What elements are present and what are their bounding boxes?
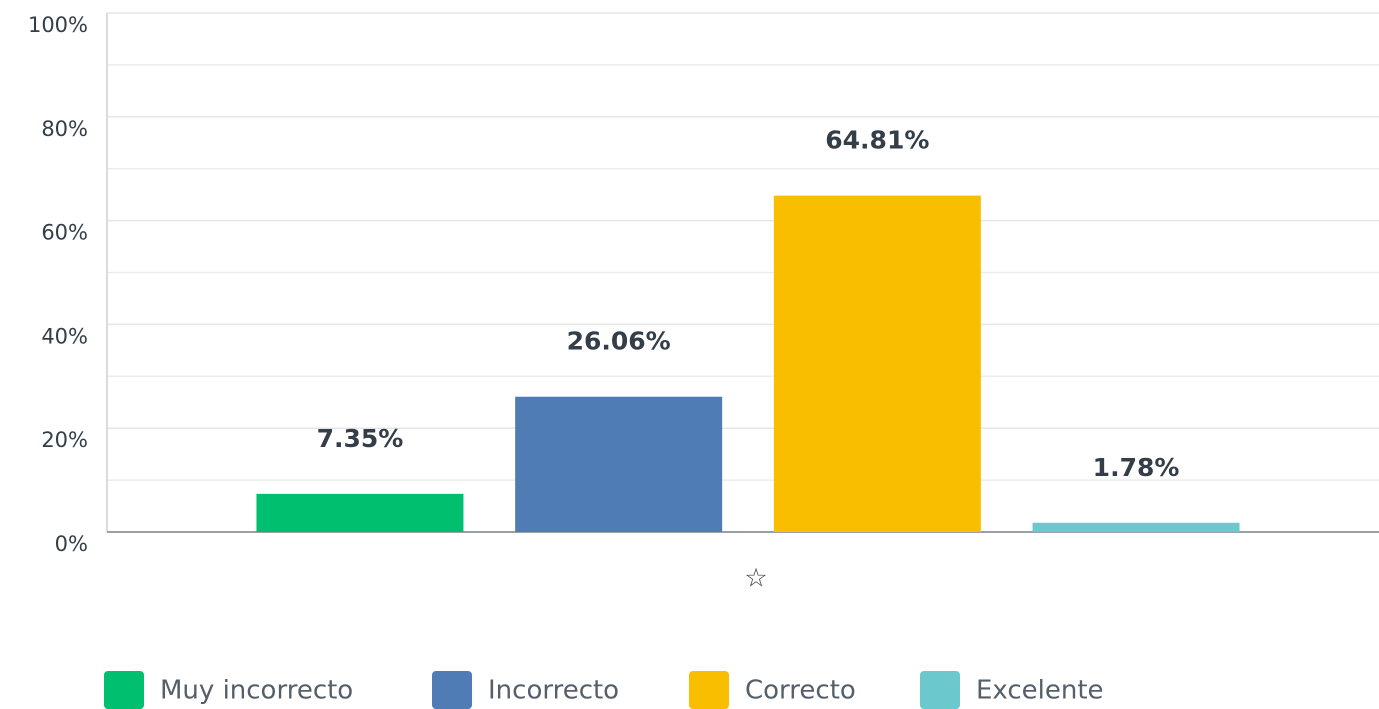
y-tick-label: 80% — [41, 117, 88, 141]
value-label: 1.78% — [1093, 453, 1180, 482]
y-tick-label: 40% — [41, 324, 88, 348]
legend-label: Correcto — [745, 676, 856, 706]
value-label: 26.06% — [567, 327, 671, 356]
legend-swatch — [689, 671, 729, 709]
bar — [1032, 522, 1240, 532]
bar — [773, 195, 981, 532]
y-tick-label: 0% — [55, 532, 88, 556]
y-tick-label: 100% — [28, 13, 88, 37]
legend-label: Excelente — [976, 676, 1104, 706]
legend-swatch — [920, 671, 960, 709]
value-label: 7.35% — [317, 424, 404, 453]
x-tick-label: ☆ — [744, 564, 767, 594]
legend-label: Muy incorrecto — [160, 676, 353, 706]
bar — [515, 396, 723, 532]
y-tick-label: 60% — [41, 221, 88, 245]
legend-swatch — [104, 671, 144, 709]
bar — [256, 493, 464, 532]
legend-label: Incorrecto — [488, 676, 619, 706]
legend-swatch — [432, 671, 472, 709]
y-tick-label: 20% — [41, 428, 88, 452]
value-label: 64.81% — [825, 126, 929, 155]
